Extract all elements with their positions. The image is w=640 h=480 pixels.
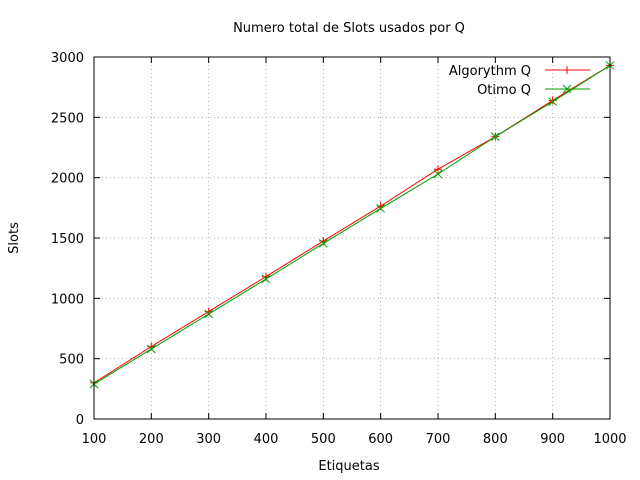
x-tick-label: 300 xyxy=(196,432,221,447)
data-point-series-1 xyxy=(434,165,442,174)
x-tick-label: 800 xyxy=(483,432,508,447)
x-tick-label: 400 xyxy=(254,432,279,447)
y-tick-label: 2500 xyxy=(51,111,84,126)
axes: 100 200 300 400 500 600 700 800 900 1000 0 500 1000 1… xyxy=(51,51,627,447)
y-tick-label: 3000 xyxy=(51,51,84,66)
x-tick-label: 900 xyxy=(540,432,565,447)
y-tick-label: 1000 xyxy=(51,292,84,307)
legend-label: Otimo Q xyxy=(477,83,531,98)
data-point-series-2 xyxy=(146,344,156,354)
x-tick-label: 700 xyxy=(426,432,451,447)
data-point-series-2 xyxy=(376,204,386,213)
data-point-series-2 xyxy=(318,239,328,248)
legend-marker xyxy=(563,66,571,74)
chart-title: Numero total de Slots usados por Q xyxy=(233,21,465,36)
data-point-series-2 xyxy=(490,132,500,141)
legend-label: Algorythm Q xyxy=(449,64,531,79)
grid xyxy=(94,57,610,419)
plot-frame xyxy=(93,56,611,420)
series-line-2 xyxy=(93,65,611,385)
x-tick-label: 200 xyxy=(139,432,164,447)
series-line-1 xyxy=(93,65,611,384)
data-point-series-2 xyxy=(548,97,558,107)
x-tick-label: 600 xyxy=(368,432,393,447)
data-point-series-2 xyxy=(204,309,214,319)
y-axis-label: Slots xyxy=(7,222,22,254)
x-tick-label: 500 xyxy=(311,432,336,447)
x-tick-label: 100 xyxy=(82,432,107,447)
y-tick-label: 1500 xyxy=(51,232,84,247)
data-point-series-2 xyxy=(433,169,443,179)
x-tick-label: 1000 xyxy=(593,432,626,447)
y-tick-label: 2000 xyxy=(51,172,84,187)
legend: Algorythm Q Otimo Q xyxy=(449,64,590,98)
x-axis-label: Etiquetas xyxy=(318,459,379,474)
y-tick-label: 0 xyxy=(76,413,84,428)
legend-marker xyxy=(562,84,572,94)
data-point-series-2 xyxy=(261,274,271,284)
series-layer xyxy=(89,61,615,389)
y-tick-label: 500 xyxy=(59,353,84,368)
